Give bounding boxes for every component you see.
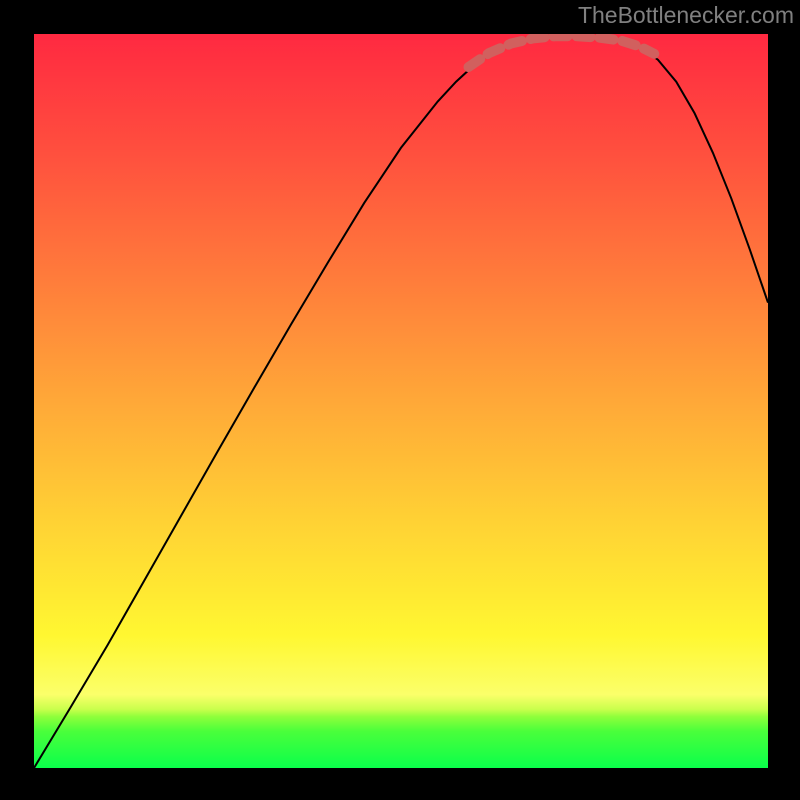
- optimal-range-overlay: [469, 36, 655, 67]
- chart-svg: [34, 34, 768, 768]
- plot-area: [34, 34, 768, 768]
- bottleneck-curve: [34, 35, 768, 768]
- watermark-text: TheBottlenecker.com: [578, 2, 794, 29]
